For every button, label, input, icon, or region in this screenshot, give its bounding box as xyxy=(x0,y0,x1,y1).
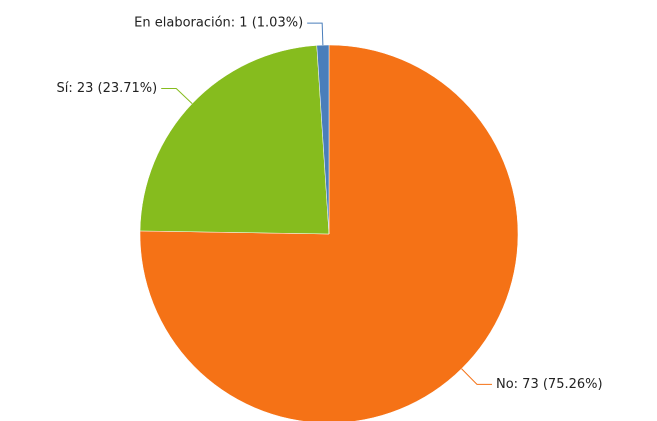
leader-line xyxy=(307,22,324,46)
leader-line xyxy=(461,368,492,385)
data-label: Sí: 23 (23.71%) xyxy=(56,81,157,96)
pie-slice xyxy=(139,45,330,235)
pie-slice xyxy=(139,44,519,421)
leader-line xyxy=(161,87,193,105)
data-label: No: 73 (75.26%) xyxy=(496,377,603,392)
data-label: En elaboración: 1 (1.03%) xyxy=(134,16,303,31)
pie-slice xyxy=(316,44,330,235)
